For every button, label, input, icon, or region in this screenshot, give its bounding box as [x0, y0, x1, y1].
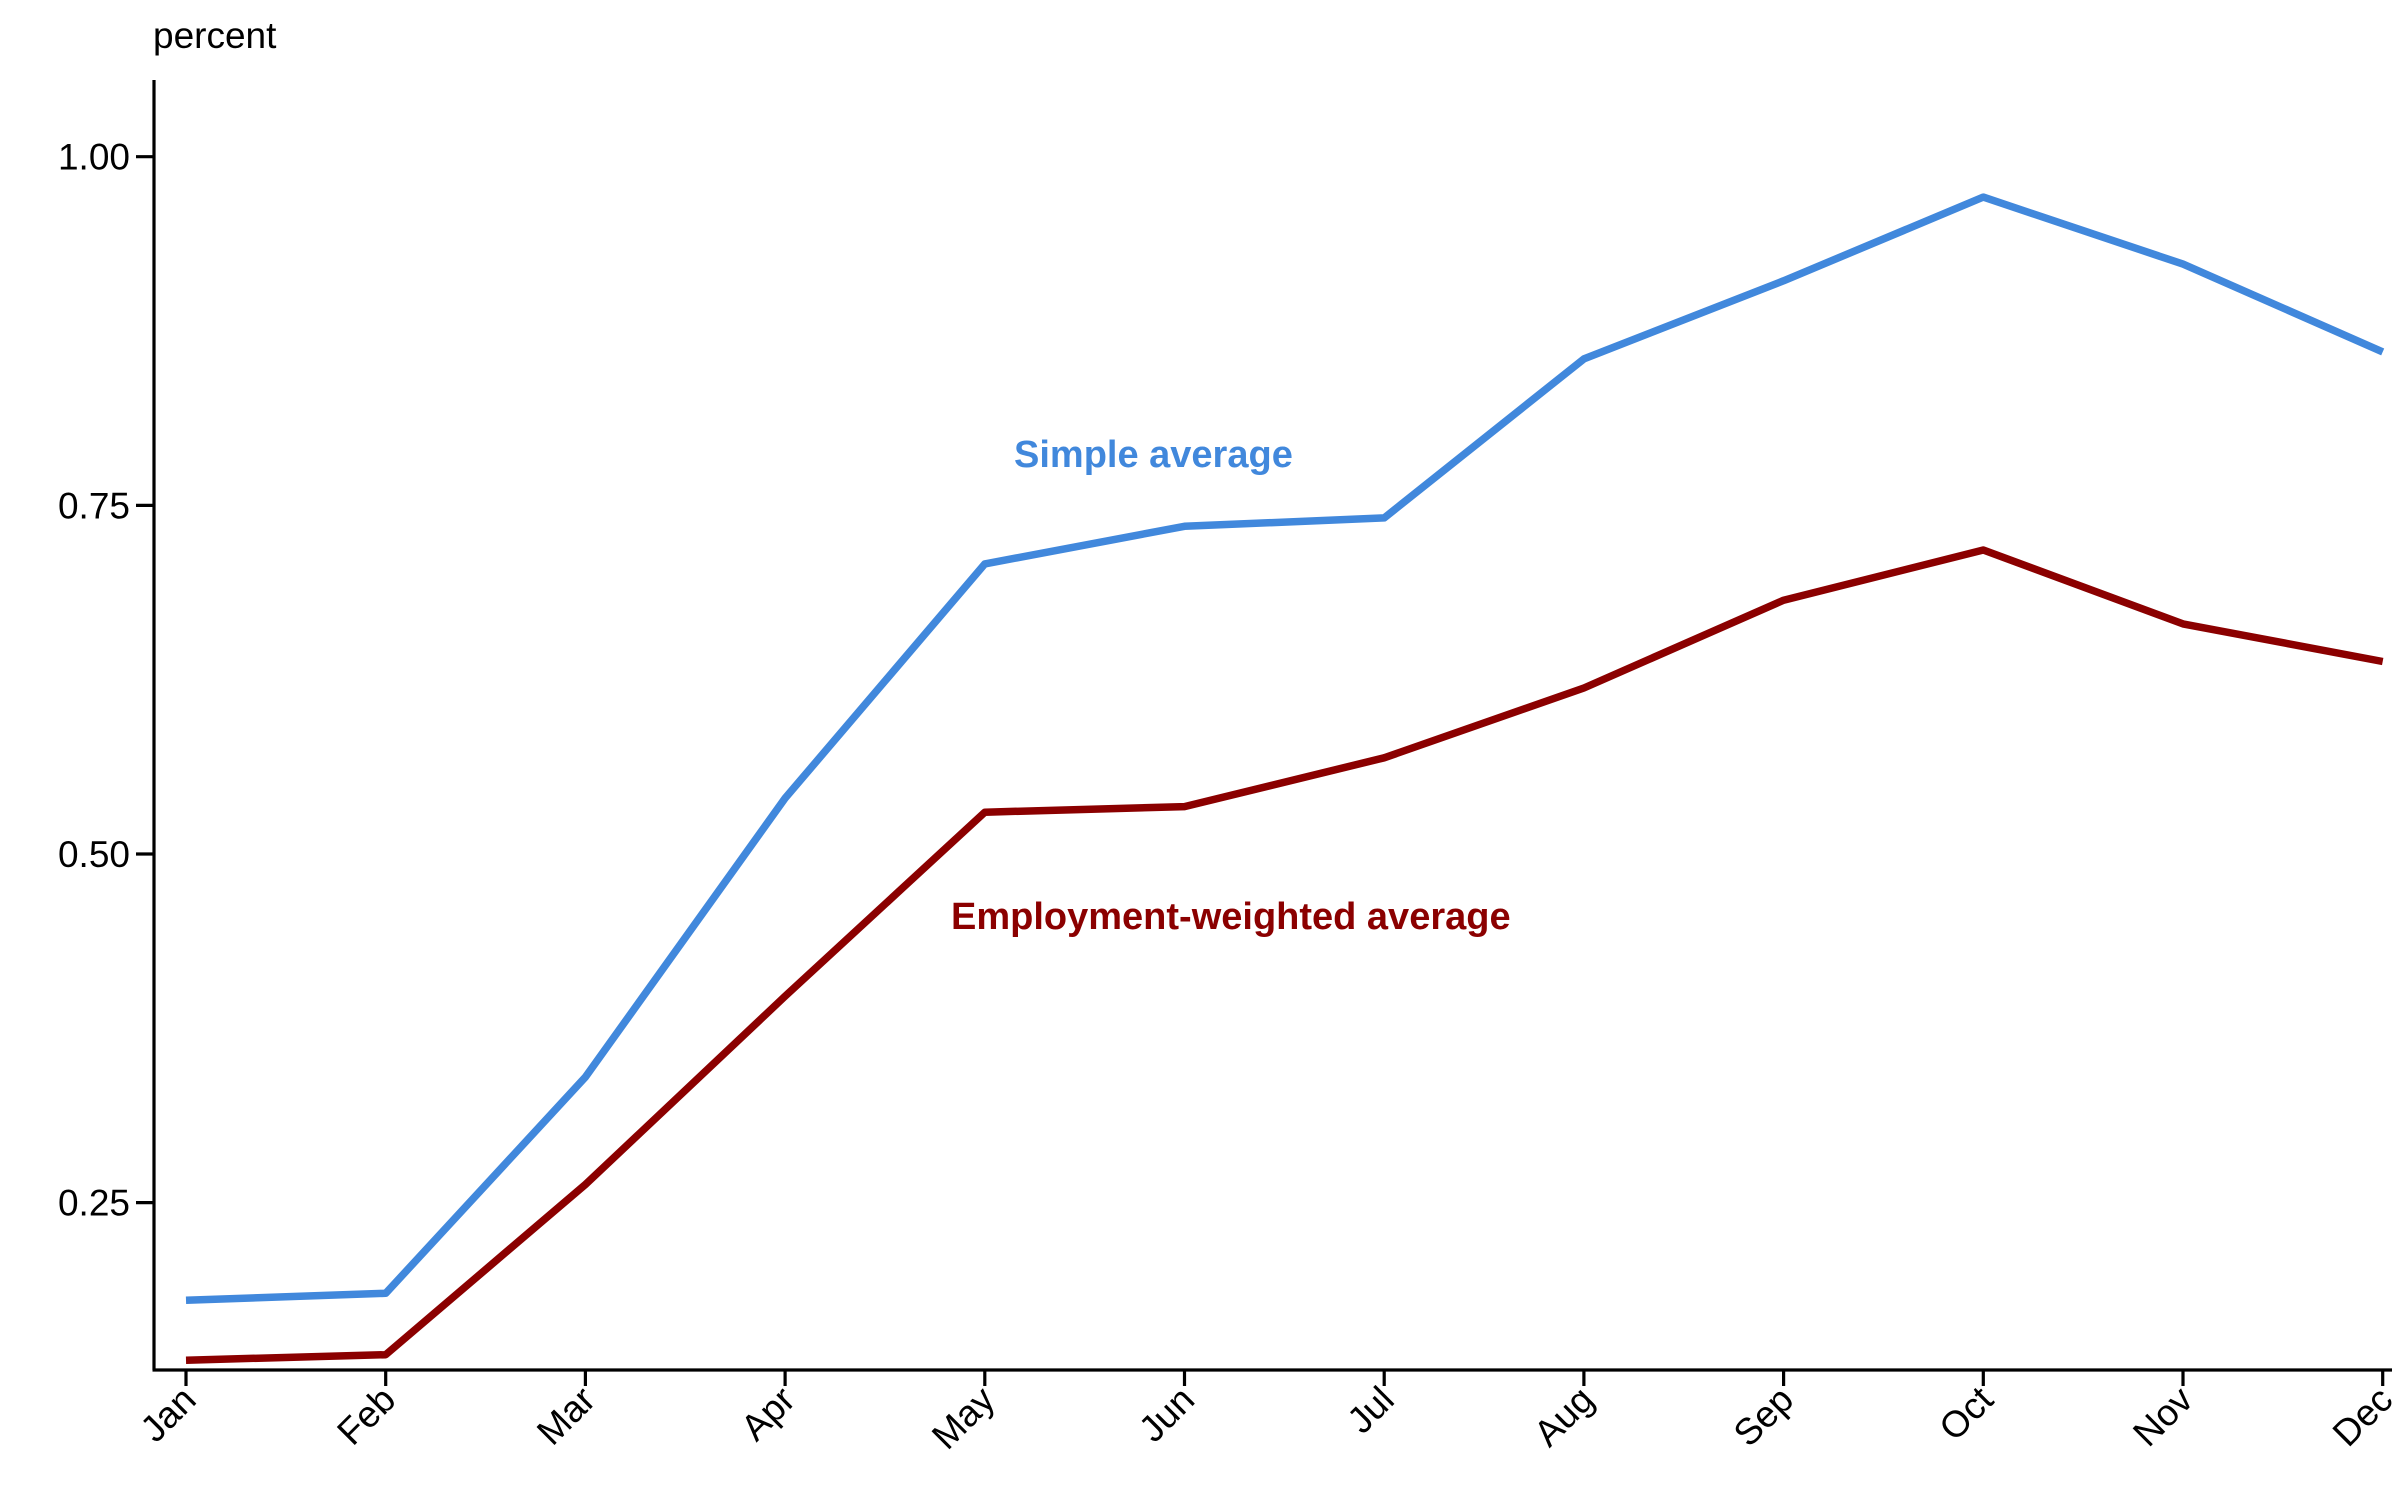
simple-average-line — [185, 193, 2385, 1305]
x-tick-label: Jun — [1131, 1379, 1202, 1450]
x-axis-ticks: Jan Feb Mar Apr May Jun Jul Aug Sep Oct Nov Dec — [132, 1370, 2400, 1457]
x-tick-label: Oct — [1931, 1378, 2001, 1448]
x-tick-label: Apr — [733, 1379, 803, 1449]
series-label-simple-average: Simple average — [1014, 434, 1293, 476]
employment-weighted-average-line — [185, 546, 2384, 1364]
x-tick-label: Aug — [1526, 1379, 1602, 1455]
series-label-employment-weighted-average: Employment-weighted average — [951, 896, 1511, 938]
y-tick-label: 0.25 — [58, 1183, 130, 1224]
series-lines — [185, 193, 2385, 1364]
x-tick-label: May — [924, 1378, 1003, 1457]
x-tick-label: Jul — [1339, 1379, 1401, 1441]
x-tick-label: Dec — [2325, 1379, 2400, 1455]
x-tick-label: Sep — [1726, 1379, 1802, 1455]
y-tick-label: 0.75 — [58, 485, 130, 526]
x-tick-label: Nov — [2125, 1378, 2201, 1454]
y-axis-ticks: 0.25 0.50 0.75 1.00 — [58, 137, 154, 1224]
y-tick-label: 1.00 — [58, 137, 130, 178]
y-axis-unit-label: percent — [153, 15, 277, 56]
x-tick-label: Jan — [132, 1379, 203, 1450]
x-tick-label: Feb — [329, 1379, 403, 1453]
y-tick-label: 0.50 — [58, 834, 130, 875]
x-tick-label: Mar — [529, 1379, 603, 1453]
